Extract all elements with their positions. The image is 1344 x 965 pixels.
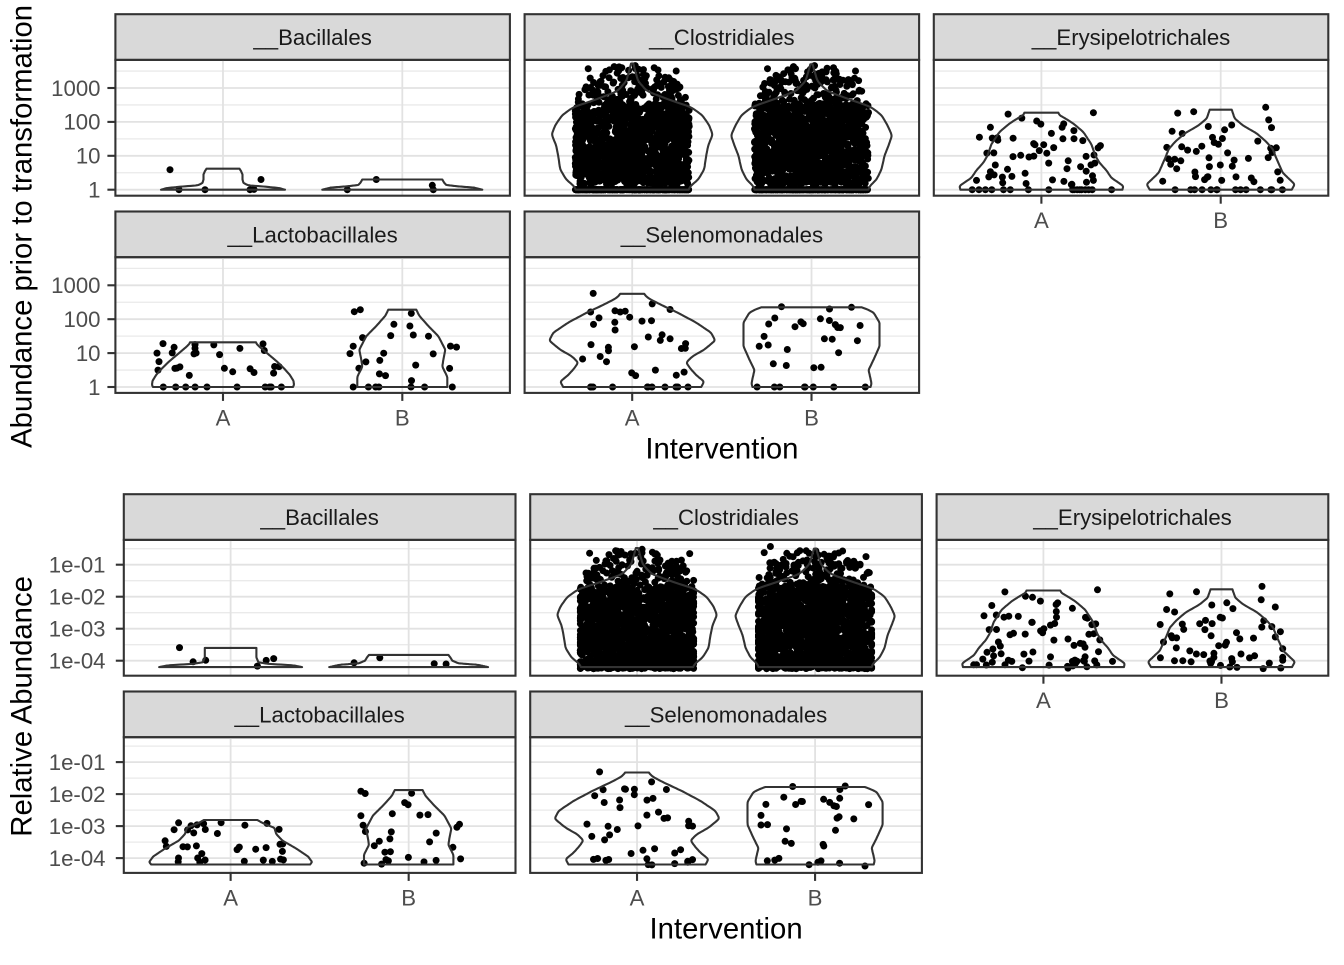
svg-text:1e-03: 1e-03 — [49, 617, 106, 642]
svg-text:A: A — [625, 405, 640, 430]
svg-text:B: B — [1213, 208, 1228, 233]
svg-text:A: A — [1034, 208, 1049, 233]
svg-text:1e-04: 1e-04 — [49, 649, 106, 674]
svg-text:__Clostridiales: __Clostridiales — [652, 505, 799, 530]
svg-text:__Bacillales: __Bacillales — [259, 505, 378, 530]
svg-text:1: 1 — [88, 375, 100, 400]
svg-text:Abundance prior to transformat: Abundance prior to transformation — [6, 5, 39, 448]
svg-text:100: 100 — [63, 110, 100, 135]
svg-text:1000: 1000 — [51, 76, 100, 101]
svg-text:Relative Abundance: Relative Abundance — [6, 576, 39, 837]
svg-text:Intervention: Intervention — [645, 433, 798, 466]
svg-text:__Clostridiales: __Clostridiales — [648, 25, 795, 50]
svg-text:B: B — [395, 405, 410, 430]
svg-text:10: 10 — [76, 144, 101, 169]
svg-text:__Lactobacillales: __Lactobacillales — [226, 222, 397, 247]
svg-text:__Bacillales: __Bacillales — [252, 25, 371, 50]
svg-text:1000: 1000 — [51, 273, 100, 298]
svg-text:__Erysipelotrichales: __Erysipelotrichales — [1031, 25, 1231, 50]
svg-text:10: 10 — [76, 341, 101, 366]
svg-text:1: 1 — [88, 178, 100, 203]
svg-text:A: A — [216, 405, 231, 430]
svg-text:__Selenomonadales: __Selenomonadales — [620, 222, 823, 247]
svg-text:1e-01: 1e-01 — [49, 553, 106, 578]
svg-text:Intervention: Intervention — [650, 913, 803, 946]
svg-text:1e-02: 1e-02 — [49, 585, 106, 610]
svg-text:B: B — [804, 405, 819, 430]
svg-text:100: 100 — [63, 307, 100, 332]
